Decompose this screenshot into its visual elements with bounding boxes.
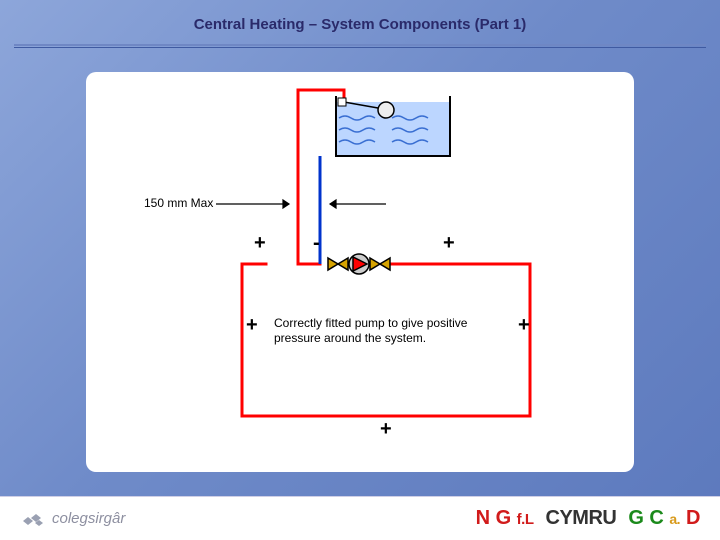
pressure-plus-1: +	[254, 232, 266, 255]
ngfl-n: N	[476, 507, 490, 530]
pressure-plus-5: +	[380, 418, 392, 441]
footer-left-logo: colegsirgâr	[20, 509, 125, 529]
pressure-plus-2: +	[443, 232, 455, 255]
pressure-plus-3: +	[246, 314, 258, 337]
description-line-1: Correctly fitted pump to give positive	[274, 316, 467, 331]
gcad-g: G	[628, 507, 643, 530]
title-underline	[14, 44, 706, 48]
ngfl-fl: f.L	[517, 511, 534, 528]
slide-footer: colegsirgâr NGf.L CYMRU GCa.D	[0, 496, 720, 540]
footer-right-logo: NGf.L CYMRU GCa.D	[476, 507, 700, 530]
pressure-plus-4: +	[518, 314, 530, 337]
gcad-c: C	[649, 507, 663, 530]
description-line-2: pressure around the system.	[274, 331, 467, 346]
diagram-panel: 150 mm Max Correctly fitted pump to give…	[86, 72, 634, 472]
college-logo-icon	[20, 509, 46, 529]
dimension-label: 150 mm Max	[144, 196, 213, 210]
pressure-minus: -	[313, 232, 320, 255]
gcad-d: D	[686, 507, 700, 530]
heating-diagram	[86, 72, 634, 472]
footer-left-text: colegsirgâr	[52, 510, 125, 527]
gcad-a: a.	[669, 511, 680, 527]
description-text: Correctly fitted pump to give positive p…	[274, 316, 467, 346]
slide-title: Central Heating – System Components (Par…	[0, 16, 720, 33]
cymru: CYMRU	[546, 507, 617, 530]
ngfl-g: G	[496, 507, 511, 530]
